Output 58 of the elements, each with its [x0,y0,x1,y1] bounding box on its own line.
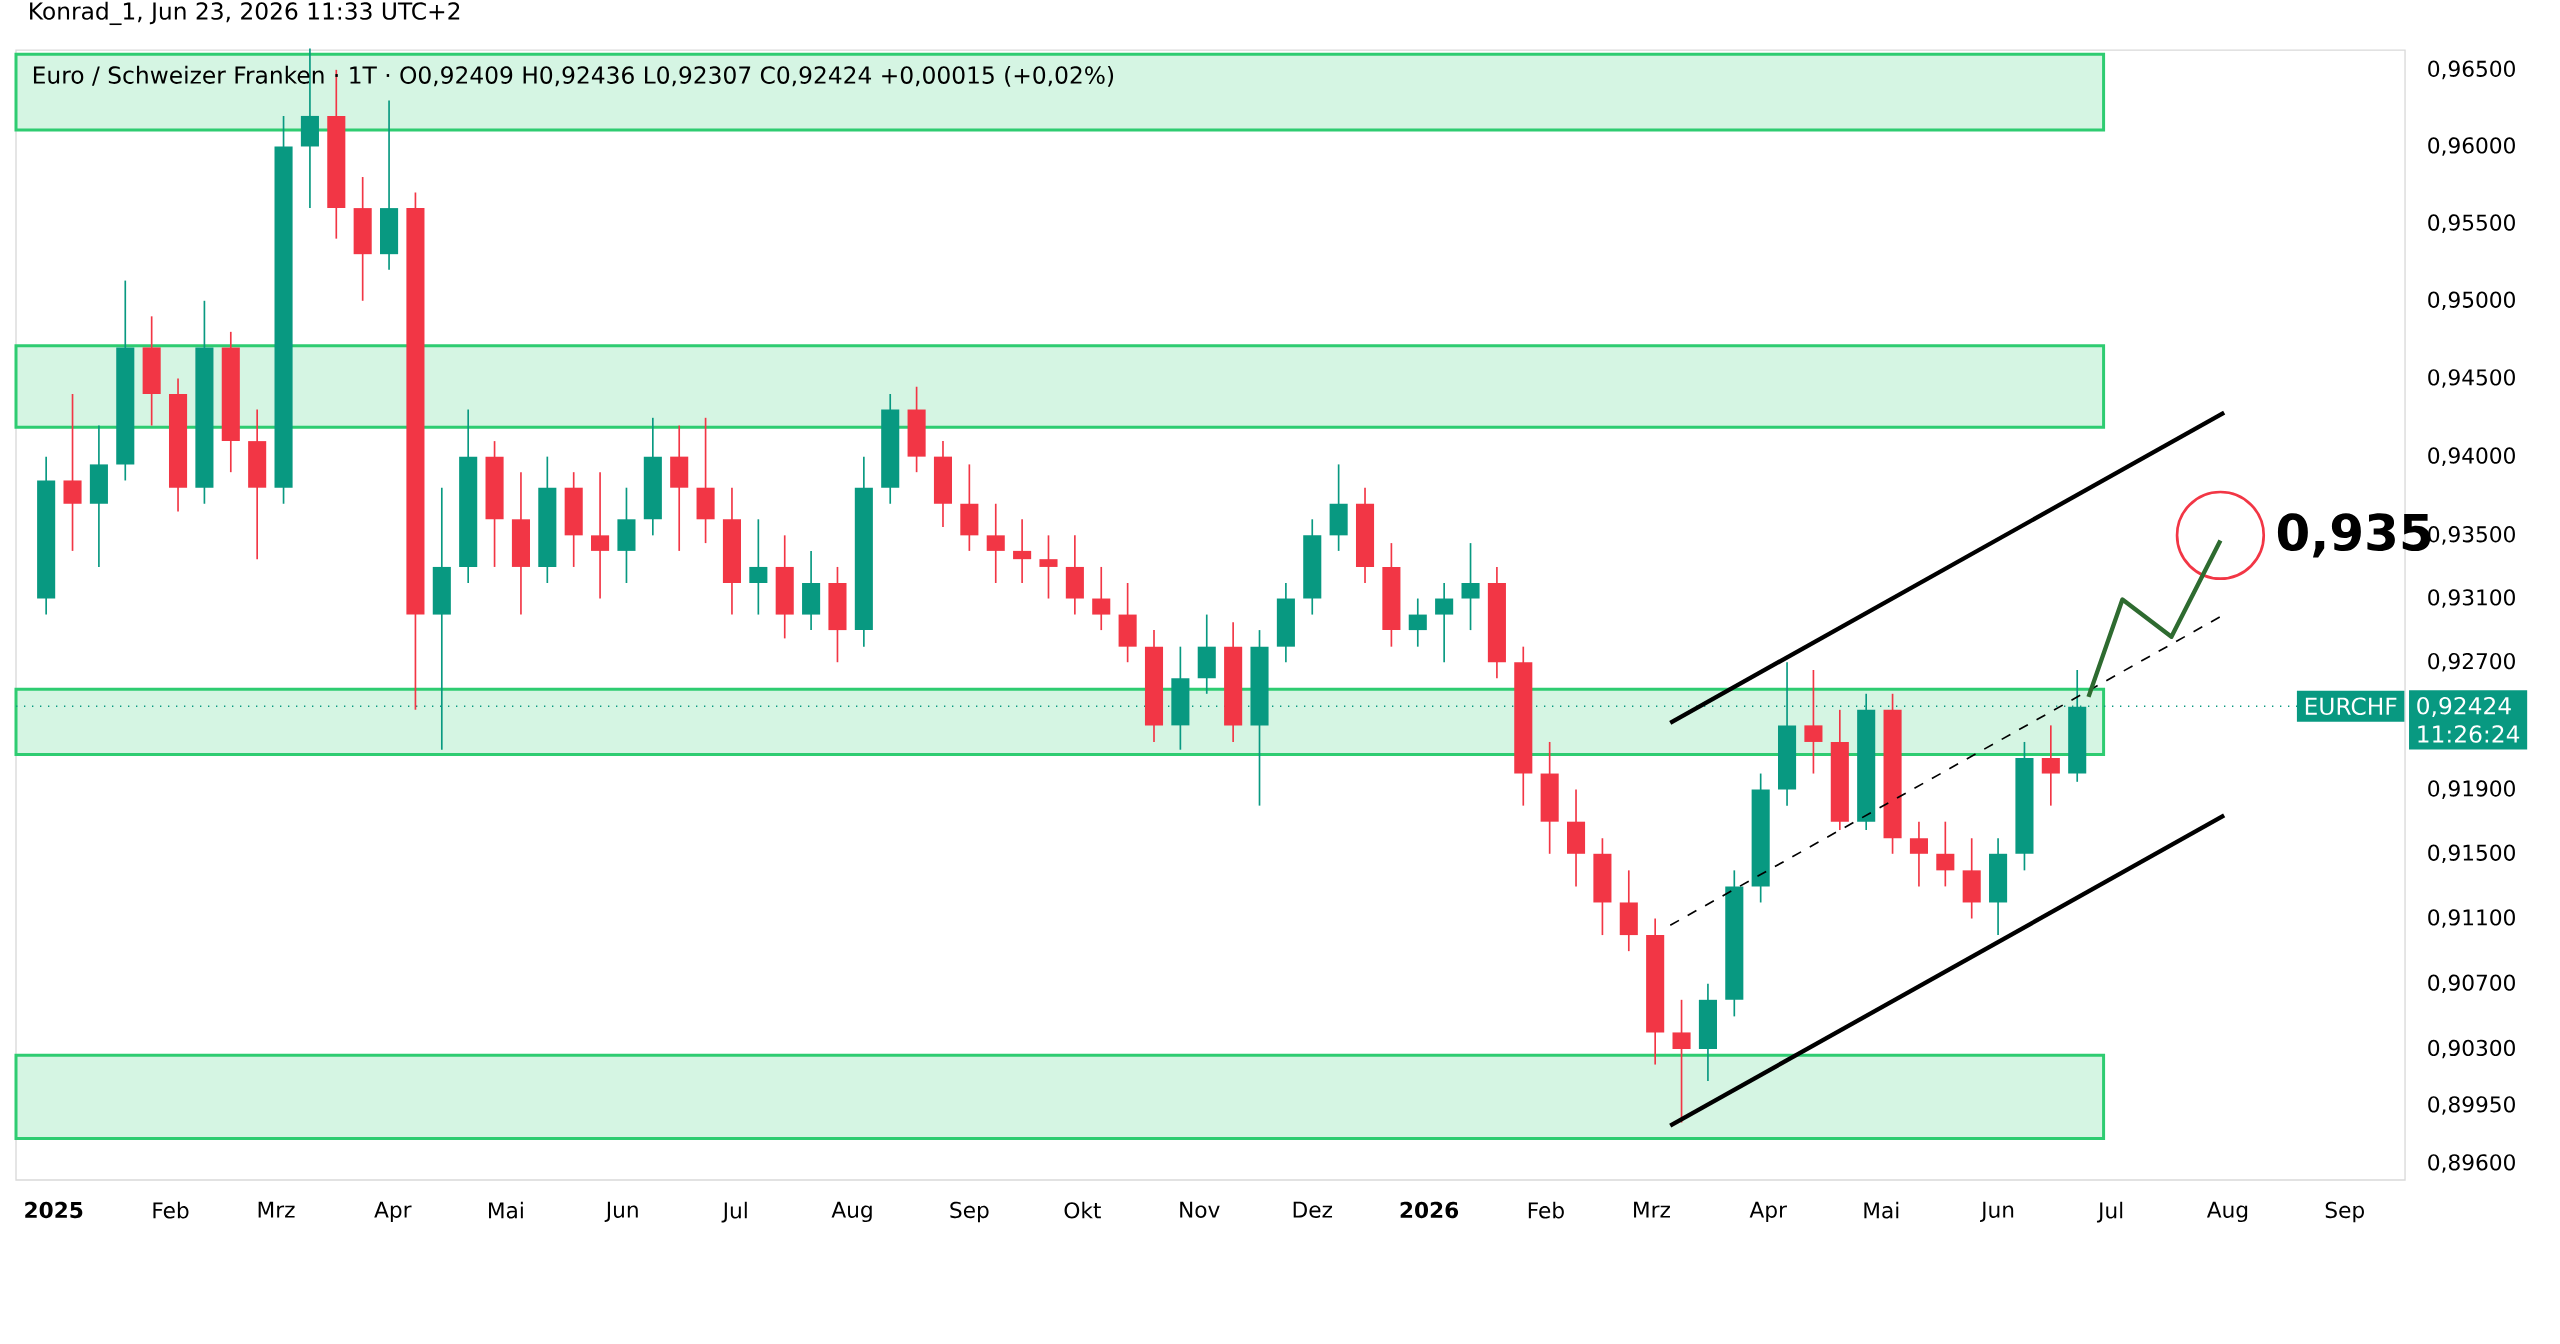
candlestick [1672,998,1691,1124]
y-tick-label: 0,96500 [2428,60,2515,80]
candlestick [1804,669,1823,775]
candlestick [1013,518,1032,584]
x-tick-label: Nov [1180,1201,1220,1218]
x-tick-label: Feb [153,1201,189,1219]
x-tick-label: Mrz [1634,1201,1670,1218]
x-tick-label: Sep [2325,1201,2364,1223]
y-tick-label: 0,91100 [2428,909,2515,928]
x-tick-label: Jul [721,1201,747,1223]
y-tick-label: 0,92700 [2428,652,2515,672]
x-tick-label: Apr [374,1201,412,1223]
x-tick-label: Jun [1980,1201,2014,1222]
x-tick-label: Mai [1864,1201,1899,1219]
y-tick-label: 0,89600 [2428,1154,2515,1173]
x-tick-label: Jul [2096,1201,2123,1223]
x-tick-label: Aug [831,1201,872,1223]
y-tick-label: 0,90700 [2428,974,2515,994]
x-tick-label: 2026 [1400,1201,1459,1219]
x-tick-label: Okt [1064,1201,1101,1219]
y-tick-label: 0,93500 [2428,526,2515,545]
y-tick-label: 0,94500 [2428,369,2515,388]
y-tick-label: 0,90300 [2428,1039,2515,1059]
x-tick-label: Feb [1528,1201,1564,1219]
x-tick-label: Apr [1749,1201,1787,1223]
x-tick-label: Aug [2206,1201,2248,1223]
y-tick-label: 0,91500 [2428,844,2515,864]
candlestick [63,393,82,552]
chart-subtitle: Konrad_1, Jun 23, 2026 11:33 UTC+2 [30,1,460,26]
ref-line-label: EURCHF [2305,697,2397,716]
candlestick [1408,597,1427,648]
y-tick-label: 0,96000 [2428,137,2515,156]
candlestick [749,518,768,616]
y-tick-label: 0,94000 [2428,447,2515,466]
candlestick [1461,542,1480,631]
x-tick-label: Jun [604,1201,638,1222]
candlestick [1039,534,1058,600]
candlestick [1909,820,1928,888]
annotation: 0,935 [2277,513,2431,558]
candlestick [986,502,1005,584]
y-tick-label: 0,93100 [2428,589,2515,608]
x-tick-label: Mrz [258,1201,295,1218]
text: 11:26:24 [2418,725,2520,743]
text: 0,92424 [2417,696,2511,717]
y-tick-label: 0,95500 [2428,214,2515,233]
y-tick-label: 0,89950 [2428,1096,2515,1115]
x-tick-label: Mai [489,1201,523,1219]
x-tick-label: Dez [1293,1201,1333,1218]
candlestick [1936,820,1955,888]
candlestick [1435,582,1454,664]
line-series [2086,538,2223,700]
y-tick-label: 0,91900 [2428,780,2515,799]
y-tick-label: 0,95000 [2428,291,2515,311]
x-tick-label: Sep [950,1201,989,1223]
x-tick-label: 2025 [25,1201,83,1219]
candlestick [591,471,610,600]
candlestick [1092,566,1111,631]
candlestick [2041,724,2060,807]
